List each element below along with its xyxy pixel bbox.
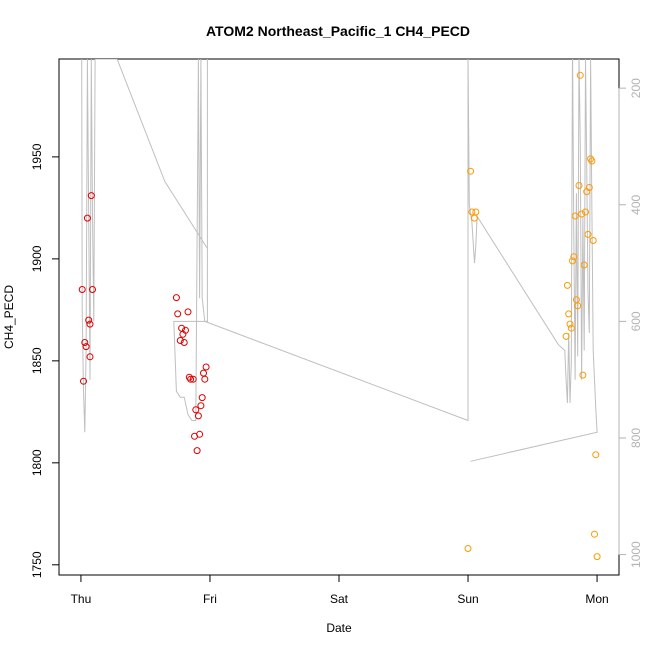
y-right-tick-label: 200 [629, 78, 643, 98]
y-axis: 1750 1800 1850 1900 1950 [30, 143, 60, 578]
x-tick-label: Fri [203, 592, 217, 606]
y-right-tick-label: 1000 [629, 541, 643, 568]
data-point [86, 353, 94, 361]
data-point [87, 192, 95, 200]
data-point [584, 230, 592, 238]
data-point [81, 339, 89, 346]
data-points [78, 71, 601, 561]
data-point [83, 214, 91, 222]
data-point [176, 337, 184, 344]
data-point [589, 237, 597, 244]
data-point [82, 343, 90, 351]
x-tick-label: Mon [585, 592, 608, 606]
data-point [472, 208, 480, 216]
data-point [85, 316, 93, 324]
x-tick-label: Sun [457, 592, 478, 606]
data-point [194, 412, 202, 420]
data-point [585, 184, 593, 191]
y-axis-right: 200 400 600 800 1000 [618, 78, 643, 568]
data-point [200, 369, 207, 377]
data-point [571, 212, 579, 220]
y-tick-label: 1950 [30, 143, 44, 170]
data-point [579, 371, 587, 379]
plot-frame [58, 58, 620, 576]
data-point [582, 208, 589, 216]
data-point [189, 375, 197, 383]
data-point [196, 430, 204, 438]
data-point [575, 182, 583, 189]
data-point [580, 261, 588, 269]
data-point [468, 208, 476, 216]
data-point [182, 326, 189, 334]
x-tick-label: Sat [330, 592, 349, 606]
data-point [569, 257, 576, 265]
y-right-tick-label: 600 [629, 311, 643, 331]
y-tick-label: 1800 [30, 449, 44, 476]
data-point [172, 294, 180, 302]
data-point [562, 332, 570, 340]
data-point [184, 308, 192, 316]
data-point [588, 157, 596, 165]
pressure-trace [81, 59, 598, 462]
y-tick-label: 1850 [30, 347, 44, 374]
data-point [567, 324, 575, 332]
data-point [185, 373, 193, 381]
data-point [80, 377, 87, 385]
data-point [201, 375, 209, 383]
data-point [197, 402, 205, 410]
data-point [578, 210, 586, 218]
data-point [202, 363, 210, 371]
y-right-tick-label: 400 [629, 194, 643, 214]
data-point [193, 447, 201, 455]
chart-title: ATOM2 Northeast_Pacific_1 CH4_PECD [206, 23, 470, 39]
data-point [86, 320, 94, 328]
y-tick-label: 1750 [30, 551, 44, 578]
y-tick-label: 1900 [30, 245, 44, 272]
y-axis-label: CH4_PECD [2, 285, 16, 349]
data-point [566, 320, 574, 328]
x-axis: Thu Fri Sat Sun Mon [71, 574, 609, 606]
data-point [198, 394, 206, 402]
data-point [570, 253, 578, 261]
data-point [593, 553, 601, 561]
pressure-trace-line [81, 59, 598, 462]
y-right-tick-label: 800 [629, 428, 643, 448]
data-point [574, 302, 582, 310]
data-point [591, 530, 598, 538]
data-point [89, 286, 96, 293]
data-point [565, 310, 573, 318]
data-point [464, 545, 472, 552]
data-point [592, 451, 600, 459]
data-point [563, 281, 571, 289]
data-point [78, 286, 86, 293]
x-tick-label: Thu [71, 592, 92, 606]
data-point [192, 406, 200, 414]
data-point [187, 375, 195, 383]
x-axis-label: Date [326, 621, 352, 635]
data-point [467, 167, 475, 175]
data-point [180, 339, 188, 346]
data-point [576, 71, 584, 79]
data-point [174, 310, 182, 318]
